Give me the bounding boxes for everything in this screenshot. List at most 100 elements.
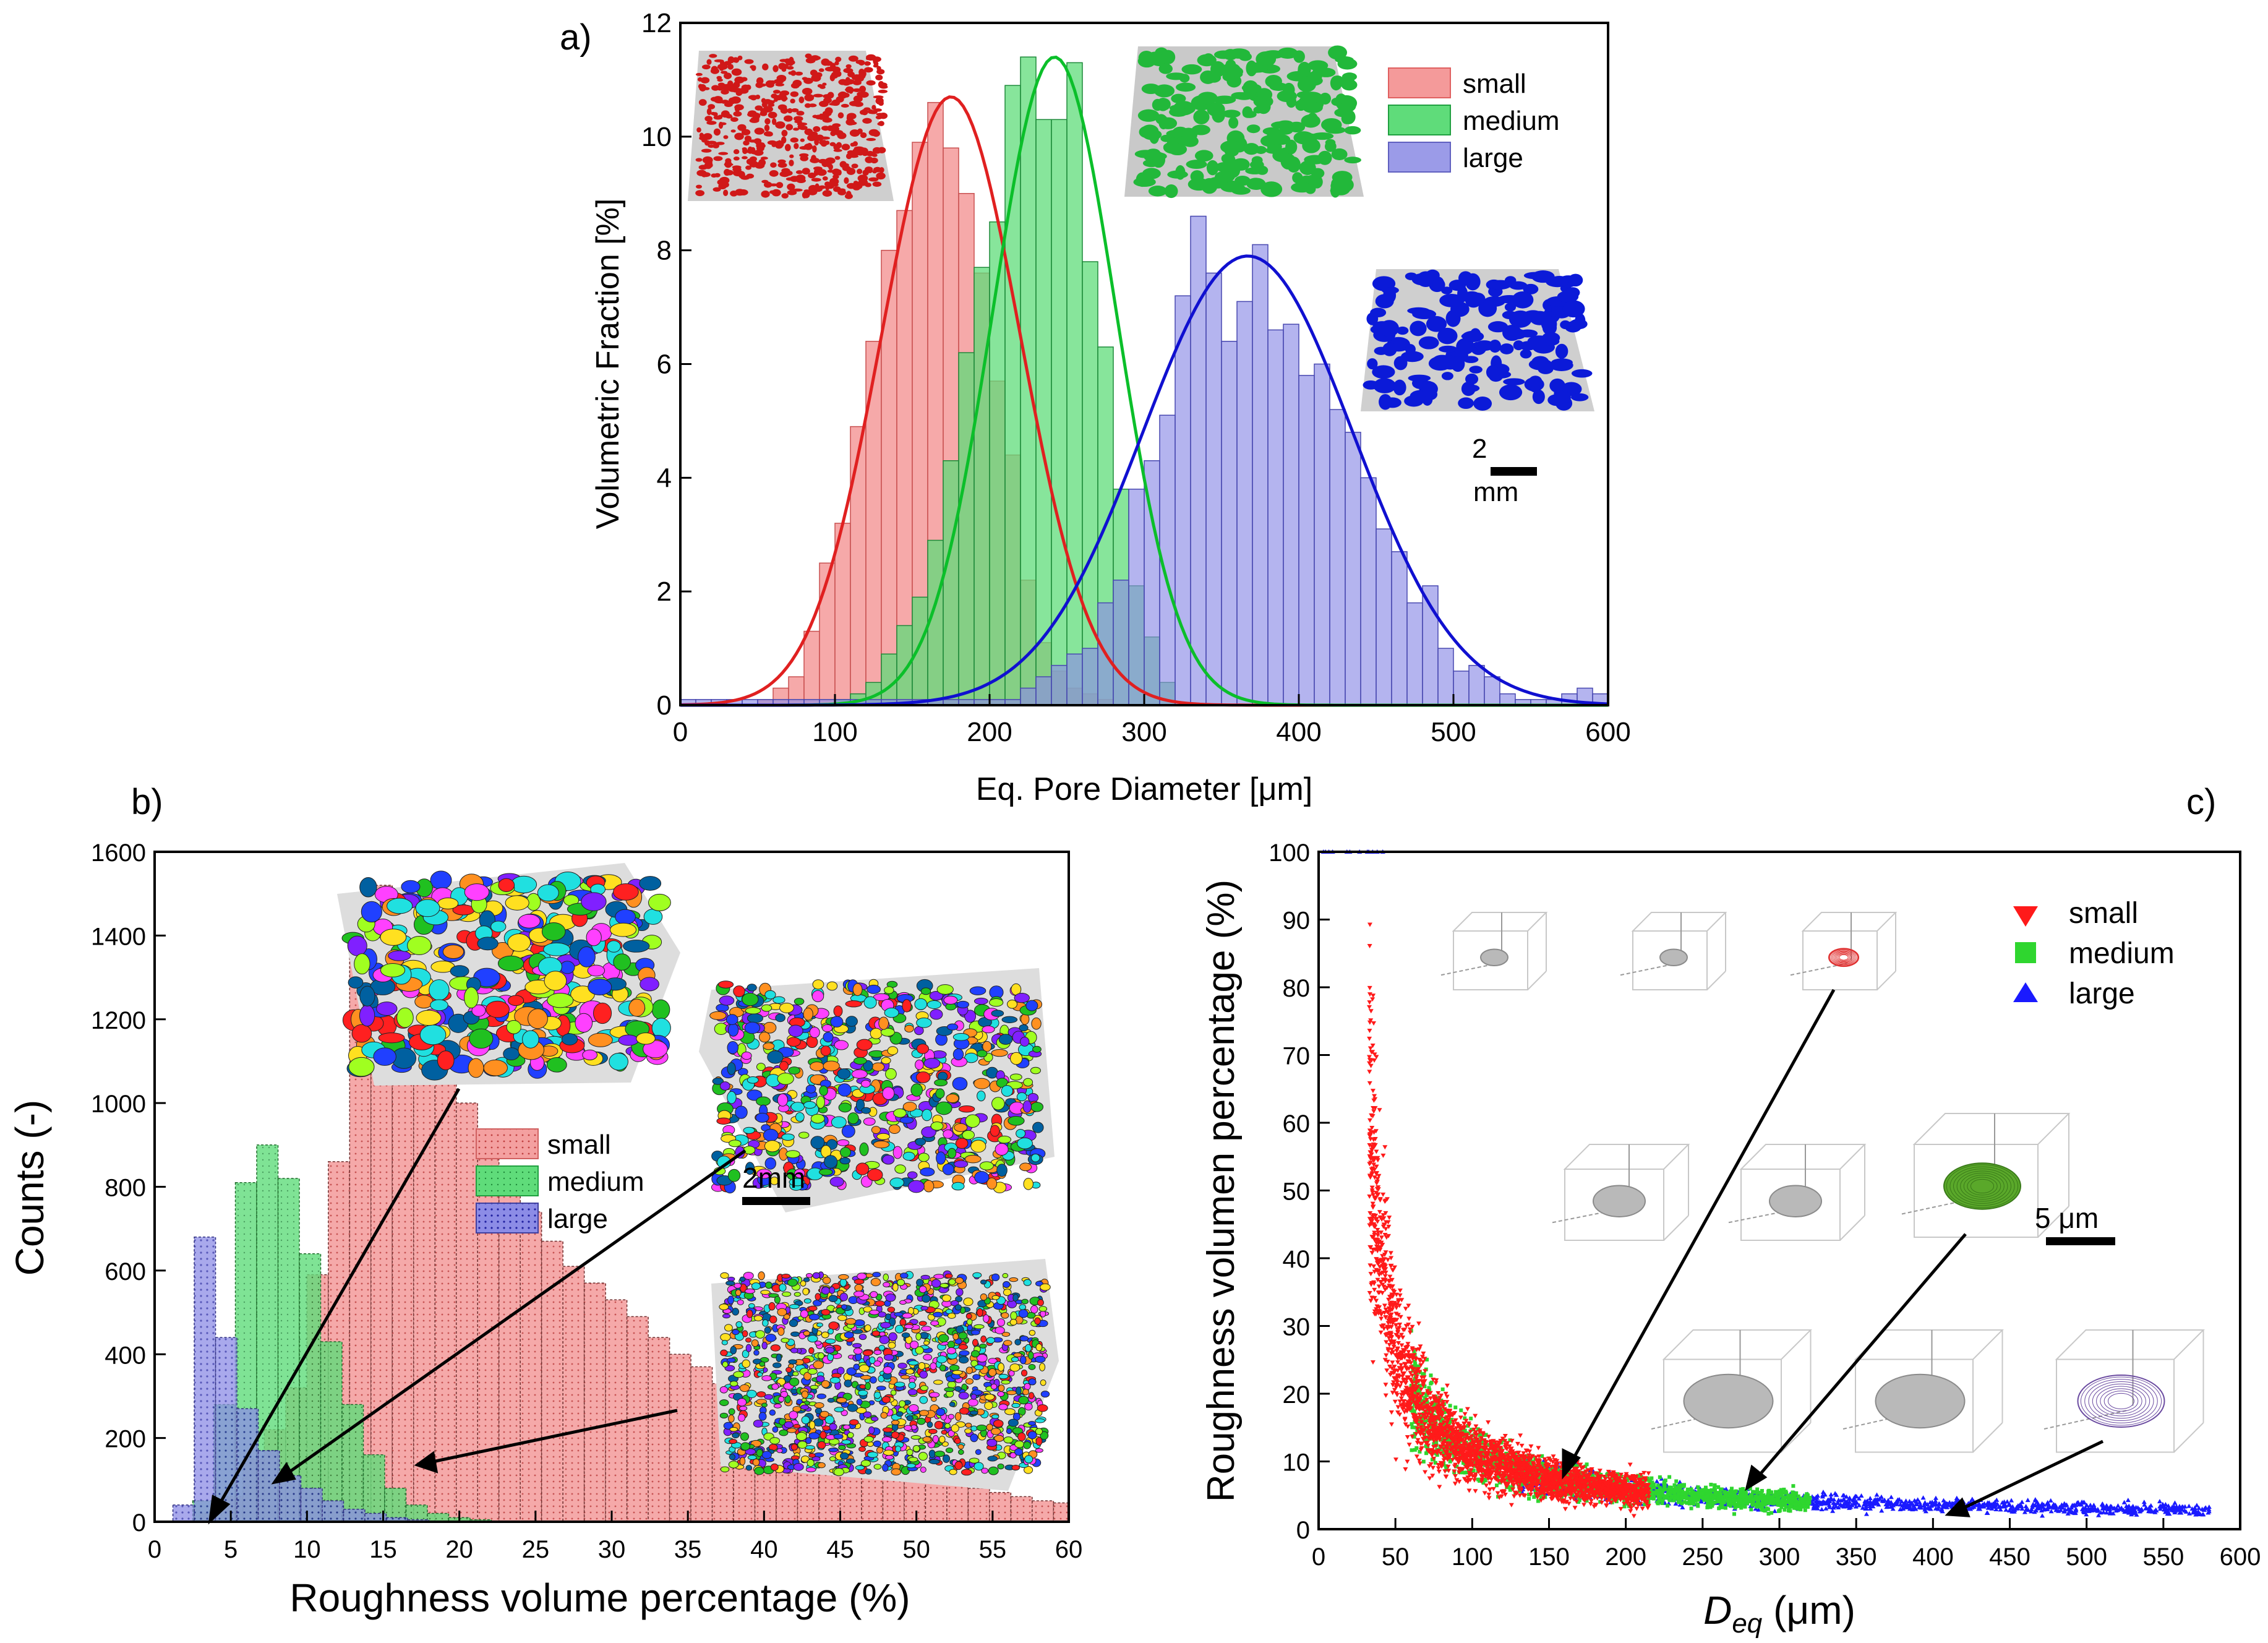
segmented-pore-small [762,1319,769,1327]
pore-small [873,64,879,68]
pore-small [864,67,873,73]
segmented-pore-small [858,1446,866,1452]
segmented-pore-small [728,1414,735,1423]
segmented-pore-medium [795,1112,805,1122]
pore-large [1428,356,1452,371]
segmented-pore-small [810,1384,819,1390]
pore-small [767,140,777,145]
segmented-pore-small [984,1401,993,1410]
pore-small [799,153,809,158]
segmented-pore-small [720,1466,730,1473]
segmented-pore-small [883,1273,889,1281]
segmented-pore-small [883,1353,894,1361]
pore-medium [1206,72,1222,83]
segmented-pore-small [952,1333,959,1341]
segmented-pore-small [779,1429,789,1436]
pore-small [879,173,885,179]
segmented-pore-small [869,1356,876,1364]
segmented-pore-small [906,1463,916,1469]
pore-small [727,56,735,64]
pore-small [761,191,770,198]
segmented-pore-small [769,1437,781,1444]
segmented-pore-small [838,1274,849,1280]
segmented-pore-small [836,1397,847,1404]
pore-large [1463,356,1479,363]
pore-large [1408,374,1431,382]
pore-small [790,98,795,104]
pore-small [813,93,823,98]
pore-small [781,129,788,137]
segmented-pore-large [518,914,541,929]
pore-small [824,107,833,115]
segmented-pore-medium [871,1062,885,1071]
legend-label-small: small [1463,69,1526,99]
pore-medium [1193,109,1210,125]
pore-small [821,160,829,168]
segmented-pore-medium [929,990,944,1001]
pore-large [1397,326,1409,335]
segmented-pore-medium [943,995,958,1005]
segmented-pore-medium [942,1163,954,1175]
segmented-pore-small [805,1467,816,1472]
pore-small [716,142,725,145]
pore-large [1439,293,1464,307]
pore-small [772,65,779,72]
segmented-pore-small [980,1335,987,1343]
pore-small [798,97,805,103]
segmented-pore-small [740,1432,750,1441]
segmented-pore-large [651,1018,671,1039]
legend-swatch-medium [476,1165,539,1196]
segmented-pore-small [781,1273,790,1279]
pore-small [831,72,839,79]
bar-large [1051,664,1068,706]
segmented-pore-large [429,979,450,1001]
segmented-pore-medium [904,1024,914,1033]
pore-small [834,61,839,66]
segmented-pore-medium [755,1112,769,1123]
pore-small [730,129,736,133]
bar-large [236,1408,259,1522]
segmented-pore-small [751,1339,759,1347]
pore-small [713,156,723,161]
segmented-pore-small [958,1392,969,1400]
segmented-pore-large [508,995,524,1006]
pore-medium [1149,129,1160,144]
segmented-pore-small [790,1347,798,1353]
segmented-pore-small [790,1443,798,1451]
bar-small [648,1337,670,1522]
pore-large [1441,286,1453,294]
pore-large [1405,272,1418,280]
pore-small [751,65,756,71]
segmented-pore-large [415,899,440,917]
segmented-pore-large [588,1032,613,1047]
segmented-pore-small [1028,1364,1036,1370]
segmented-pore-small [895,1446,902,1452]
segmented-pore-small [1040,1391,1050,1398]
pore-small [712,187,721,192]
segmented-pore-small [899,1300,907,1305]
pore-medium [1137,54,1156,68]
pore-small [704,116,713,122]
pore-small [741,129,751,135]
segmented-pore-large [430,999,448,1011]
pore-small [820,113,829,120]
pore-small [865,156,873,163]
bar-large [1221,340,1238,706]
panel-b-inset-pore-dots [341,870,1051,1477]
segmented-pore-medium [916,1018,932,1028]
segmented-pore-small [944,1273,953,1279]
bar-large [1082,648,1098,706]
segmented-pore-large [464,883,490,901]
segmented-pore-small [829,1376,841,1384]
segmented-pore-medium [803,1101,816,1109]
segmented-pore-large [437,897,459,909]
panel-b-x-tick-label: 55 [979,1536,1007,1563]
segmented-pore-small [880,1321,891,1329]
segmented-pore-medium [1030,1102,1044,1112]
segmented-pore-medium [859,1142,869,1156]
panel-b-x-tick-label: 30 [598,1536,626,1563]
segmented-pore-medium [1009,1073,1022,1081]
point-large [2121,1499,2127,1504]
bar-small [690,1366,713,1522]
